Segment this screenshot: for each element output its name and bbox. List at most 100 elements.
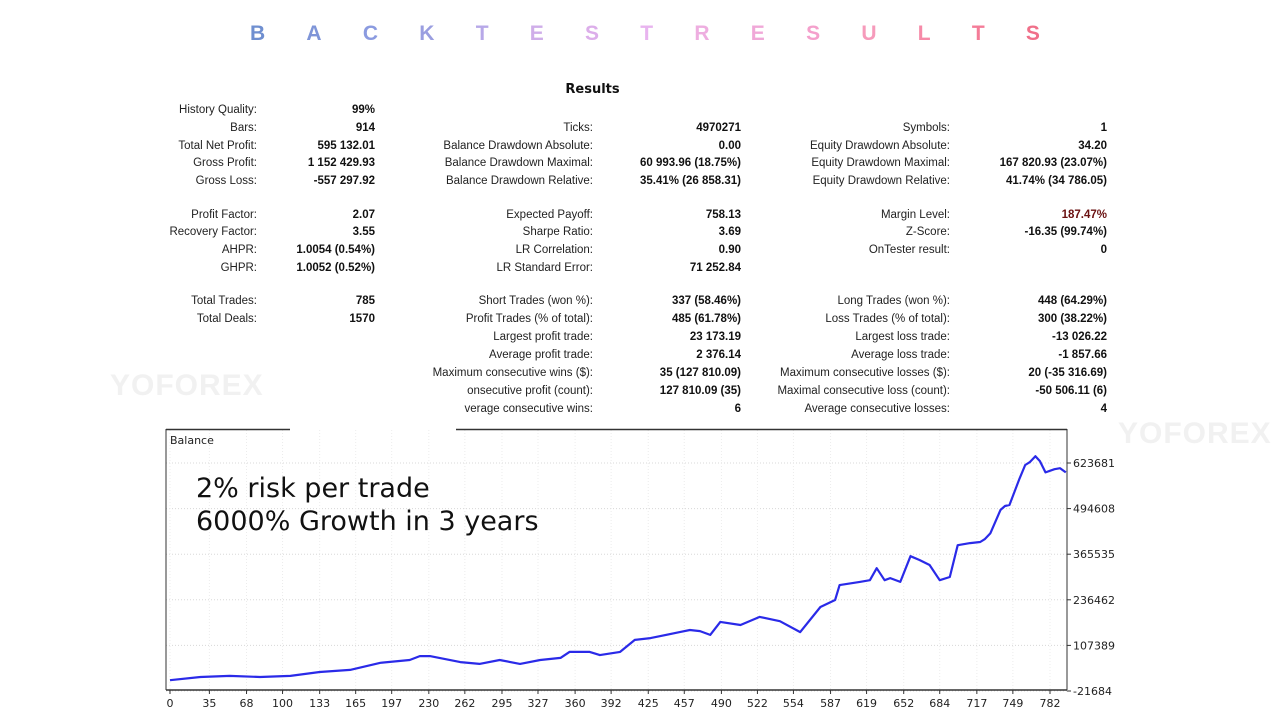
title-letter: L: [917, 22, 931, 45]
stat-value: 187.47%: [1061, 209, 1107, 221]
stat-label: Average consecutive losses:: [804, 403, 950, 415]
title-letter: S: [585, 22, 600, 45]
x-tick-label: 327: [527, 697, 548, 710]
stat-value: 3.69: [718, 226, 741, 238]
title-letter: E: [529, 22, 544, 45]
x-tick-label: 425: [638, 697, 659, 710]
stat-value: 758.13: [705, 209, 741, 221]
stat-label: Profit Factor:: [191, 209, 257, 221]
results-title: Results: [565, 82, 620, 97]
stat-value: -13 026.22: [1052, 331, 1107, 343]
stat-value: 914: [355, 122, 375, 134]
stat-value: 785: [355, 295, 375, 307]
stat-label: verage consecutive wins:: [464, 403, 593, 415]
title-letter: T: [640, 22, 654, 45]
title-letter: S: [806, 22, 821, 45]
stat-value: 3.55: [352, 226, 375, 238]
title-letter: T: [475, 22, 489, 45]
x-tick-label: 490: [711, 697, 732, 710]
stat-value: 2 376.14: [696, 349, 741, 361]
stat-value: 167 820.93 (23.07%): [999, 157, 1107, 169]
y-tick-label: 623681: [1073, 457, 1115, 470]
stat-label: Profit Trades (% of total):: [465, 313, 593, 325]
stat-value: 485 (61.78%): [671, 313, 741, 325]
stat-label: Maximum consecutive wins ($):: [432, 367, 593, 379]
x-tick-label: 230: [418, 697, 439, 710]
stat-value: 1: [1100, 122, 1107, 134]
y-tick-label: 236462: [1073, 594, 1115, 607]
annotation-line-2: 6000% Growth in 3 years: [196, 506, 539, 537]
stat-label: Equity Drawdown Absolute:: [810, 140, 950, 152]
x-tick-label: 360: [565, 697, 586, 710]
stat-value: -50 506.11 (6): [1035, 385, 1107, 397]
x-tick-label: 295: [491, 697, 512, 710]
x-tick-label: 587: [820, 697, 841, 710]
stat-value: 2.07: [352, 209, 375, 221]
stat-label: Ticks:: [563, 122, 593, 134]
title-letter: T: [971, 22, 985, 45]
stat-label: Maximum consecutive losses ($):: [780, 367, 950, 379]
stat-value: 60 993.96 (18.75%): [639, 157, 741, 169]
stat-label: Z-Score:: [905, 226, 950, 238]
stat-value: 4: [1100, 403, 1107, 415]
stat-label: Recovery Factor:: [169, 226, 257, 238]
x-tick-label: 684: [929, 697, 950, 710]
stat-label: AHPR:: [221, 244, 257, 256]
stat-label: Total Net Profit:: [178, 140, 257, 152]
stat-label: OnTester result:: [868, 244, 950, 256]
title-letter: E: [750, 22, 765, 45]
stat-label: Total Trades:: [191, 295, 257, 307]
stat-label: Loss Trades (% of total):: [825, 313, 950, 325]
x-tick-label: 522: [747, 697, 768, 710]
title-letter: B: [250, 22, 266, 45]
stat-label: Total Deals:: [196, 313, 257, 325]
chart-title: Balance: [170, 434, 214, 447]
stat-label: Bars:: [230, 122, 257, 134]
stat-value: 1.0052 (0.52%): [296, 262, 375, 274]
stat-label: Equity Drawdown Maximal:: [811, 157, 950, 169]
x-tick-label: 133: [309, 697, 330, 710]
stat-value: 71 252.84: [689, 262, 741, 274]
stat-label: History Quality:: [179, 104, 257, 116]
stat-value: 34.20: [1078, 140, 1107, 152]
stat-label: LR Correlation:: [515, 244, 593, 256]
stat-value: -16.35 (99.74%): [1024, 226, 1107, 238]
stat-value: 6: [734, 403, 741, 415]
annotation-line-1: 2% risk per trade: [196, 473, 430, 504]
stat-label: GHPR:: [220, 262, 257, 274]
balance-line: [169, 455, 1067, 682]
stat-label: Sharpe Ratio:: [522, 226, 593, 238]
stat-value: 0.00: [718, 140, 741, 152]
stat-label: Gross Profit:: [193, 157, 257, 169]
stat-value: 337 (58.46%): [671, 295, 741, 307]
stat-value: 448 (64.29%): [1037, 295, 1107, 307]
stat-value: -557 297.92: [313, 175, 375, 187]
y-tick-label: -21684: [1073, 685, 1112, 698]
stat-value: 23 173.19: [689, 331, 741, 343]
stat-label: Balance Drawdown Absolute:: [443, 140, 593, 152]
x-tick-label: 782: [1040, 697, 1061, 710]
x-tick-label: 749: [1002, 697, 1023, 710]
stat-value: 300 (38.22%): [1037, 313, 1107, 325]
x-tick-label: 457: [674, 697, 695, 710]
stat-label: Average profit trade:: [489, 349, 593, 361]
stat-value: 41.74% (34 786.05): [1005, 175, 1107, 187]
stat-label: Short Trades (won %):: [478, 295, 593, 307]
stat-label: Balance Drawdown Maximal:: [444, 157, 593, 169]
stat-value: 20 (-35 316.69): [1028, 367, 1107, 379]
stat-label: Symbols:: [902, 122, 950, 134]
x-tick-label: 100: [272, 697, 293, 710]
stat-value: 1570: [349, 313, 375, 325]
watermark: YOFOREX: [1118, 417, 1272, 450]
title-letter: S: [1025, 22, 1040, 45]
stat-value: 1 152 429.93: [307, 157, 375, 169]
chart-annotation: 2% risk per trade 6000% Growth in 3 year…: [196, 472, 539, 538]
x-tick-label: 652: [893, 697, 914, 710]
stat-value: 1.0054 (0.54%): [296, 244, 375, 256]
y-tick-label: 107389: [1073, 639, 1115, 652]
title-letter: R: [694, 22, 710, 45]
x-tick-label: 165: [345, 697, 366, 710]
x-tick-label: 35: [202, 697, 216, 710]
